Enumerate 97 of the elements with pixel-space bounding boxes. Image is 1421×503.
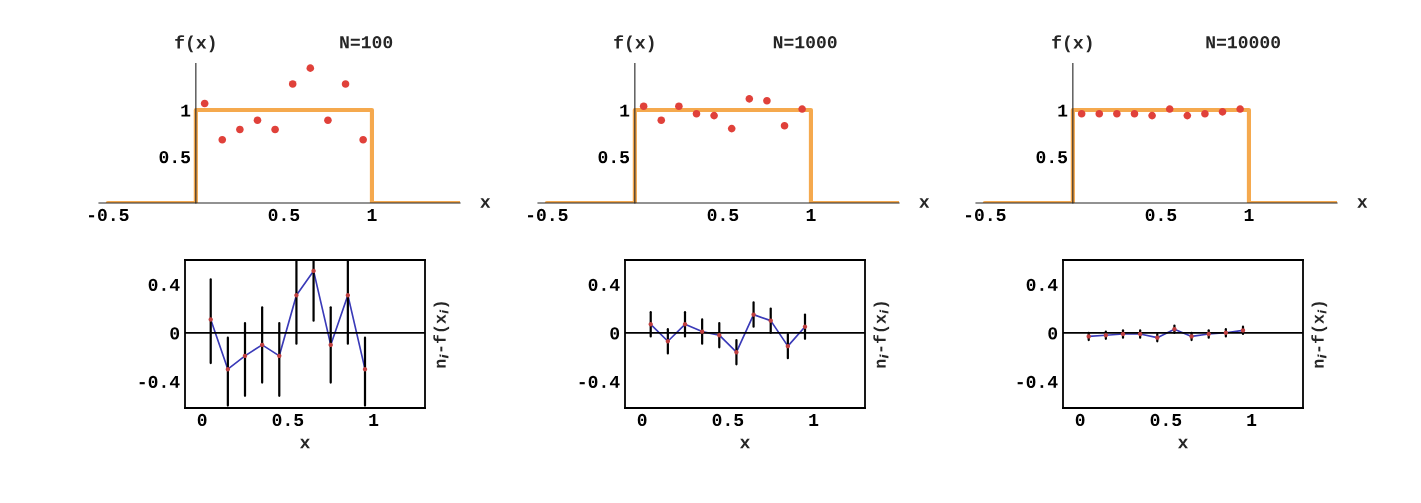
point xyxy=(242,353,248,359)
y-tick-label: 0.4 xyxy=(148,278,180,291)
x-tick-label: 0.5 xyxy=(707,208,739,222)
x-axis-title: x xyxy=(740,438,750,449)
point xyxy=(359,135,367,144)
point xyxy=(734,350,739,355)
y-tick-label: 0.4 xyxy=(588,278,620,291)
y-axis-title: f(x) xyxy=(175,35,215,53)
point xyxy=(288,80,297,88)
point xyxy=(1236,105,1244,113)
point xyxy=(218,135,227,144)
point xyxy=(1183,111,1192,120)
line-series xyxy=(649,313,806,354)
chart-title: N=100 xyxy=(340,36,393,49)
point xyxy=(311,268,316,274)
point xyxy=(675,102,683,111)
point xyxy=(294,292,299,298)
y-axis-title: f(x) xyxy=(1052,35,1092,53)
y-tick-label: -0.4 xyxy=(579,375,620,389)
point xyxy=(271,125,279,134)
point xyxy=(345,292,351,298)
y-tick-label: 0 xyxy=(170,327,180,340)
point xyxy=(362,366,368,372)
x-tick-label: 1 xyxy=(369,414,379,426)
point xyxy=(798,105,806,113)
point xyxy=(751,312,756,317)
point xyxy=(780,122,789,130)
x-tick-label: 1 xyxy=(1244,209,1254,221)
y-tick-label: -0.4 xyxy=(139,375,180,389)
point xyxy=(1201,109,1209,118)
point xyxy=(727,124,736,133)
point xyxy=(763,96,771,105)
point xyxy=(1165,105,1174,113)
x-tick-label: 1 xyxy=(367,209,377,221)
x-tick-label: 1 xyxy=(1247,414,1257,426)
point xyxy=(717,333,722,338)
point xyxy=(639,102,648,111)
y-tick-label: -0.4 xyxy=(1017,375,1058,389)
y-tick-label: 0.5 xyxy=(598,150,630,164)
x-tick-label: 0 xyxy=(637,413,647,427)
x-axis-title: x xyxy=(919,198,930,208)
x-tick-label: 0.5 xyxy=(1150,413,1182,427)
point xyxy=(768,318,773,323)
x-axis-title: x xyxy=(1357,198,1368,208)
y-axis-title: n$_{i}$-f(x$_{i}$) xyxy=(433,302,450,368)
x-axis-title: x xyxy=(480,198,491,208)
point xyxy=(1095,109,1104,118)
chart-title: N=1000 xyxy=(773,36,837,49)
point xyxy=(225,366,231,372)
x-axis-title: x xyxy=(300,438,310,449)
point xyxy=(785,343,791,349)
point xyxy=(306,64,315,72)
point xyxy=(208,317,213,322)
x-tick-label: 0 xyxy=(1075,413,1085,427)
point xyxy=(1130,109,1139,118)
point xyxy=(665,339,671,344)
point xyxy=(253,116,262,125)
y-axis-title: f(x) xyxy=(614,35,654,53)
point xyxy=(1077,109,1086,118)
point xyxy=(657,116,666,125)
x-tick-label: -0.5 xyxy=(965,208,1006,222)
point xyxy=(710,111,718,120)
point xyxy=(324,116,332,125)
chart-title: N=10000 xyxy=(1206,36,1281,49)
point xyxy=(328,342,333,348)
point xyxy=(745,95,754,103)
x-tick-label: 0.5 xyxy=(272,413,304,427)
x-tick-label: -0.5 xyxy=(527,208,568,222)
y-tick-label: 0 xyxy=(1048,327,1058,340)
point xyxy=(200,99,209,108)
point xyxy=(648,322,653,327)
y-tick-label: 0.4 xyxy=(1026,278,1058,291)
point xyxy=(341,80,350,88)
x-tick-label: 0.5 xyxy=(268,208,300,222)
x-axis-title: x xyxy=(1178,438,1188,449)
y-tick-label: 0.5 xyxy=(1036,150,1068,164)
point xyxy=(236,125,244,134)
point xyxy=(692,109,701,118)
point xyxy=(277,353,282,359)
point xyxy=(1148,111,1156,120)
point xyxy=(699,329,705,334)
x-tick-label: 0.5 xyxy=(1145,208,1177,222)
y-axis-title: n$_{i}$-f(x$_{i}$) xyxy=(873,302,890,368)
x-tick-label: 1 xyxy=(809,414,819,426)
x-tick-label: 1 xyxy=(806,209,816,221)
point xyxy=(1113,109,1121,118)
point xyxy=(259,342,265,348)
point xyxy=(1218,108,1227,116)
point xyxy=(802,324,808,329)
point xyxy=(682,322,688,327)
y-axis-title: n$_{i}$-f(x$_{i}$) xyxy=(1311,302,1328,368)
y-tick-label: 0 xyxy=(610,327,620,340)
y-tick-label: 0.5 xyxy=(159,150,191,164)
x-tick-label: -0.5 xyxy=(88,208,129,222)
x-tick-label: 0 xyxy=(197,413,207,427)
x-tick-label: 0.5 xyxy=(712,413,744,427)
line-series xyxy=(209,270,366,371)
